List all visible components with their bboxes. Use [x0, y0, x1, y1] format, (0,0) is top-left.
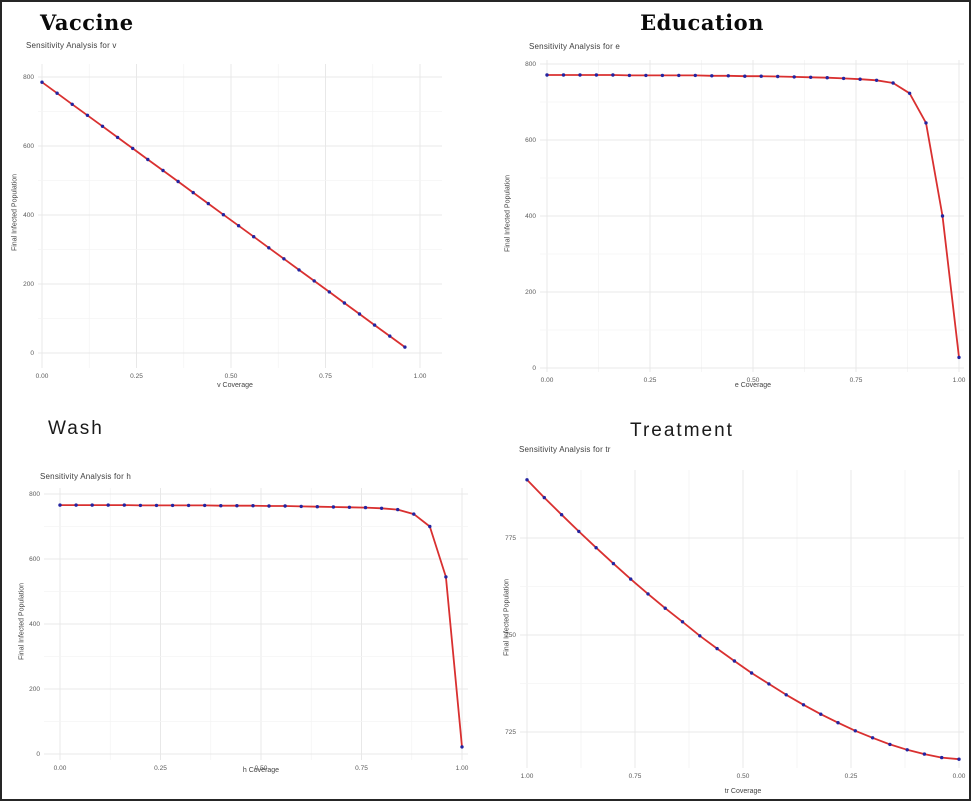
data-points — [40, 80, 407, 349]
svg-text:0.00: 0.00 — [541, 377, 554, 384]
x-tick-labels: 0.00 0.25 0.50 0.75 1.00 — [36, 373, 427, 380]
svg-text:200: 200 — [525, 289, 536, 296]
y-tick-labels: 775 750 725 — [505, 535, 516, 736]
svg-text:400: 400 — [29, 621, 40, 628]
chart-treatment: 1.00 0.75 0.50 0.25 0.00 775 750 725 — [505, 470, 966, 780]
svg-text:1.00: 1.00 — [414, 373, 427, 380]
svg-text:800: 800 — [525, 61, 536, 68]
data-points — [525, 478, 961, 761]
svg-text:600: 600 — [525, 137, 536, 144]
vaccine-y-axis-label: Final Infected Population — [11, 173, 19, 252]
x-tick-labels: 0.00 0.25 0.50 0.75 1.00 — [54, 765, 469, 772]
gridlines — [38, 64, 442, 368]
wash-plot-subtitle: Sensitivity Analysis for h — [40, 472, 132, 481]
svg-text:0.00: 0.00 — [54, 765, 67, 772]
svg-text:0.25: 0.25 — [644, 377, 657, 384]
svg-text:400: 400 — [525, 213, 536, 220]
svg-text:1.00: 1.00 — [456, 765, 469, 772]
svg-text:0.75: 0.75 — [319, 373, 332, 380]
svg-text:400: 400 — [23, 212, 34, 219]
chart-wash: 0.00 0.25 0.50 0.75 1.00 800 600 400 200 0 — [29, 488, 469, 772]
education-y-axis-label: Final Infected Population — [504, 174, 512, 253]
svg-text:800: 800 — [29, 491, 40, 498]
series-line — [546, 74, 960, 359]
svg-text:200: 200 — [23, 281, 34, 288]
education-x-axis-label: e Coverage — [734, 382, 772, 389]
gridlines — [44, 488, 468, 760]
svg-text:0.50: 0.50 — [747, 377, 760, 384]
svg-text:775: 775 — [505, 535, 516, 542]
treatment-x-axis-label: tr Coverage — [724, 788, 762, 795]
vaccine-x-axis-label: v Coverage — [217, 382, 253, 389]
svg-text:0.50: 0.50 — [255, 765, 268, 772]
svg-text:0.25: 0.25 — [845, 773, 858, 780]
svg-text:0: 0 — [532, 365, 536, 372]
svg-text:0.00: 0.00 — [953, 773, 966, 780]
svg-text:800: 800 — [23, 74, 34, 81]
education-panel-title: Education — [640, 10, 764, 35]
treatment-plot-subtitle: Sensitivity Analysis for tr — [519, 445, 611, 454]
data-points — [58, 503, 464, 749]
svg-text:600: 600 — [29, 556, 40, 563]
treatment-panel-title: Treatment — [630, 420, 734, 441]
svg-text:0: 0 — [36, 751, 40, 758]
x-tick-labels: 0.00 0.25 0.50 0.75 1.00 — [541, 377, 966, 384]
y-tick-labels: 800 600 400 200 0 — [23, 74, 34, 357]
svg-text:0.75: 0.75 — [629, 773, 642, 780]
svg-text:200: 200 — [29, 686, 40, 693]
data-points — [545, 73, 961, 360]
series-line — [526, 478, 960, 761]
education-plot-subtitle: Sensitivity Analysis for e — [529, 42, 621, 51]
svg-text:0: 0 — [30, 350, 34, 357]
chart-education: 0.00 0.25 0.50 0.75 1.00 800 600 400 200 0 — [525, 60, 966, 384]
wash-panel-title: Wash — [48, 418, 104, 439]
svg-text:725: 725 — [505, 729, 516, 736]
wash-x-axis-label: h Coverage — [242, 767, 280, 774]
svg-text:0.00: 0.00 — [36, 373, 49, 380]
svg-text:0.75: 0.75 — [355, 765, 368, 772]
treatment-y-axis-label: Final Infected Population — [503, 578, 511, 657]
vaccine-panel-title: Vaccine — [40, 10, 134, 35]
svg-text:1.00: 1.00 — [521, 773, 534, 780]
x-tick-labels: 1.00 0.75 0.50 0.25 0.00 — [521, 773, 966, 780]
svg-text:0.75: 0.75 — [850, 377, 863, 384]
chart-vaccine: 0.00 0.25 0.50 0.75 1.00 800 600 400 200 0 — [23, 64, 442, 380]
svg-text:0.50: 0.50 — [225, 373, 238, 380]
svg-text:0.25: 0.25 — [154, 765, 167, 772]
svg-text:1.00: 1.00 — [953, 377, 966, 384]
svg-text:0.50: 0.50 — [737, 773, 750, 780]
wash-y-axis-label: Final Infected Population — [18, 582, 26, 661]
gridlines — [540, 60, 964, 372]
svg-text:750: 750 — [505, 632, 516, 639]
svg-text:600: 600 — [23, 143, 34, 150]
gridlines — [520, 470, 964, 768]
vaccine-plot-subtitle: Sensitivity Analysis for v — [26, 41, 117, 50]
svg-text:0.25: 0.25 — [130, 373, 143, 380]
y-tick-labels: 800 600 400 200 0 — [29, 491, 40, 758]
series-line — [59, 504, 463, 748]
y-tick-labels: 800 600 400 200 0 — [525, 61, 536, 372]
